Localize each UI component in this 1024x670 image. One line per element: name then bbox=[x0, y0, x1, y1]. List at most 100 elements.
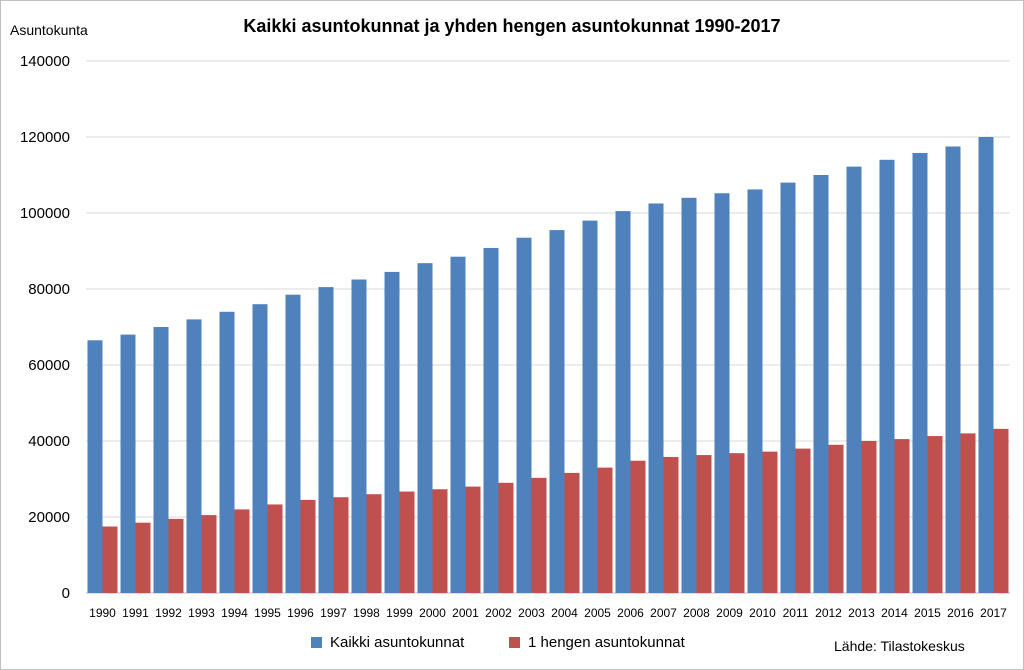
x-tick-label: 1993 bbox=[188, 606, 215, 620]
x-tick-label: 1999 bbox=[386, 606, 413, 620]
x-tick-label: 1990 bbox=[89, 606, 116, 620]
bar-series-1-1996 bbox=[285, 294, 301, 593]
x-tick-label: 2014 bbox=[881, 606, 908, 620]
bar-series-2-2015 bbox=[927, 436, 943, 593]
bar-series-1-1991 bbox=[120, 334, 136, 593]
bar-series-2-1994 bbox=[234, 509, 250, 593]
bar-series-2-1999 bbox=[399, 491, 415, 593]
bar-series-1-2006 bbox=[615, 211, 631, 593]
y-tick-label: 20000 bbox=[28, 509, 70, 526]
x-tick-label: 2006 bbox=[617, 606, 644, 620]
chart-title: Kaikki asuntokunnat ja yhden hengen asun… bbox=[243, 16, 781, 36]
legend: Kaikki asuntokunnat 1 hengen asuntokunna… bbox=[0, 634, 1024, 656]
bar-series-1-2017 bbox=[978, 137, 994, 593]
bar-series-2-1997 bbox=[333, 497, 349, 593]
bar-series-1-2013 bbox=[846, 166, 862, 593]
bar-series-2-1992 bbox=[168, 518, 184, 593]
bar-series-2-2013 bbox=[861, 441, 877, 593]
bar-series-1-2000 bbox=[417, 263, 433, 593]
x-tick-label: 1998 bbox=[353, 606, 380, 620]
bar-series-2-2010 bbox=[762, 451, 778, 593]
bar-series-2-2016 bbox=[960, 433, 976, 593]
legend-swatch-series-1 bbox=[311, 637, 322, 648]
bar-series-1-2001 bbox=[450, 256, 466, 593]
x-tick-label: 2004 bbox=[551, 606, 578, 620]
x-tick-label: 2017 bbox=[980, 606, 1007, 620]
x-axis-ticks: 1990 1991 1992 1993 1994 1995 1996 1997 1998 1999… bbox=[89, 606, 1007, 620]
y-tick-label: 100000 bbox=[20, 205, 70, 222]
x-tick-label: 2013 bbox=[848, 606, 875, 620]
y-tick-label: 120000 bbox=[20, 129, 70, 146]
bar-series-1-1990 bbox=[87, 340, 103, 593]
bar-series-1-1998 bbox=[351, 279, 367, 593]
y-axis-ticks: 0 20000 40000 60000 80000 100000 120000 140000 bbox=[20, 53, 70, 602]
source-note: Lähde: Tilastokeskus bbox=[834, 638, 965, 654]
bar-series-1-2003 bbox=[516, 237, 532, 593]
bar-series-1-2008 bbox=[681, 197, 697, 594]
bar-series-1-1994 bbox=[219, 311, 235, 593]
x-tick-label: 2010 bbox=[749, 606, 776, 620]
x-tick-label: 2016 bbox=[947, 606, 974, 620]
x-tick-label: 1996 bbox=[287, 606, 314, 620]
x-tick-label: 1995 bbox=[254, 606, 281, 620]
bar-series-2-2004 bbox=[564, 472, 580, 593]
bar-series-2-2014 bbox=[894, 439, 910, 593]
bar-series-2-1998 bbox=[366, 494, 382, 593]
bar-series-2-2002 bbox=[498, 482, 514, 593]
bar-series-1-1997 bbox=[318, 287, 334, 593]
x-tick-label: 2000 bbox=[419, 606, 446, 620]
bar-series-1-1992 bbox=[153, 327, 169, 593]
bar-series-2-2017 bbox=[993, 428, 1009, 593]
x-tick-label: 1992 bbox=[155, 606, 182, 620]
bar-series-1-2004 bbox=[549, 230, 565, 593]
bar-series-2-2003 bbox=[531, 477, 547, 593]
x-tick-label: 2001 bbox=[452, 606, 479, 620]
x-tick-label: 2003 bbox=[518, 606, 545, 620]
bar-series-1-2011 bbox=[780, 182, 796, 593]
y-tick-label: 40000 bbox=[28, 433, 70, 450]
bar-series-1-1995 bbox=[252, 304, 268, 593]
bar-series-1-2015 bbox=[912, 152, 928, 593]
x-tick-label: 2008 bbox=[683, 606, 710, 620]
y-tick-label: 0 bbox=[62, 585, 70, 602]
bar-series-1-2009 bbox=[714, 193, 730, 594]
x-tick-label: 2012 bbox=[815, 606, 842, 620]
bar-series-2-2009 bbox=[729, 453, 745, 593]
x-tick-label: 2002 bbox=[485, 606, 512, 620]
bar-series-1-2010 bbox=[747, 189, 763, 593]
x-tick-label: 2005 bbox=[584, 606, 611, 620]
bar-series-2-2001 bbox=[465, 486, 481, 593]
bar-series-2-2007 bbox=[663, 456, 679, 593]
bar-series-2-2008 bbox=[696, 455, 712, 593]
bar-series-2-2006 bbox=[630, 460, 646, 593]
x-tick-label: 2007 bbox=[650, 606, 677, 620]
bar-series-2-1995 bbox=[267, 504, 283, 593]
x-tick-label: 1991 bbox=[122, 606, 149, 620]
bar-series-1-1999 bbox=[384, 271, 400, 593]
legend-label-series-2: 1 hengen asuntokunnat bbox=[528, 634, 685, 651]
bar-series-2-1990 bbox=[102, 526, 118, 593]
bars bbox=[87, 137, 1009, 594]
bar-series-1-2016 bbox=[945, 146, 961, 593]
x-tick-label: 2009 bbox=[716, 606, 743, 620]
bar-series-1-2012 bbox=[813, 175, 829, 593]
x-tick-label: 2011 bbox=[783, 606, 809, 620]
bar-series-2-2000 bbox=[432, 489, 448, 593]
x-tick-label: 2015 bbox=[914, 606, 941, 620]
legend-item-series-2: 1 hengen asuntokunnat bbox=[509, 634, 685, 651]
bar-series-1-2014 bbox=[879, 159, 895, 594]
legend-swatch-series-2 bbox=[509, 637, 520, 648]
y-tick-label: 60000 bbox=[28, 357, 70, 374]
y-tick-label: 140000 bbox=[20, 53, 70, 70]
x-tick-label: 1997 bbox=[320, 606, 347, 620]
bar-series-1-2007 bbox=[648, 203, 664, 593]
y-tick-label: 80000 bbox=[28, 281, 70, 298]
bar-series-1-2005 bbox=[582, 220, 598, 593]
bar-series-1-1993 bbox=[186, 319, 202, 593]
bar-series-2-2012 bbox=[828, 444, 844, 593]
y-axis-label: Asuntokunta bbox=[10, 22, 88, 38]
legend-item-series-1: Kaikki asuntokunnat bbox=[311, 634, 464, 651]
bar-series-1-2002 bbox=[483, 247, 499, 593]
legend-label-series-1: Kaikki asuntokunnat bbox=[330, 634, 465, 651]
